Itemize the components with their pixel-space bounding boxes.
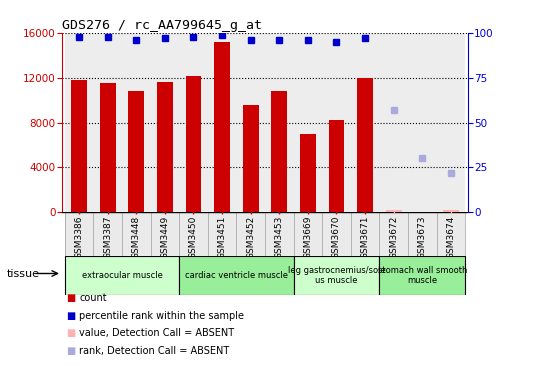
- Text: GSM3671: GSM3671: [360, 216, 370, 259]
- Bar: [379, 256, 465, 295]
- Text: GSM3673: GSM3673: [418, 216, 427, 259]
- Bar: [443, 210, 459, 212]
- Bar: [179, 212, 208, 258]
- Text: cardiac ventricle muscle: cardiac ventricle muscle: [185, 271, 288, 280]
- Bar: [65, 33, 93, 212]
- Text: ■: ■: [66, 311, 75, 321]
- Text: GSM3449: GSM3449: [160, 216, 169, 259]
- Text: GSM3672: GSM3672: [389, 216, 398, 259]
- Text: ■: ■: [66, 346, 75, 356]
- Text: ■: ■: [66, 293, 75, 303]
- Text: leg gastrocnemius/sole
us muscle: leg gastrocnemius/sole us muscle: [288, 266, 385, 285]
- Text: GSM3450: GSM3450: [189, 216, 198, 259]
- Bar: [208, 33, 236, 212]
- Bar: [243, 105, 259, 212]
- Bar: [300, 134, 316, 212]
- Text: percentile rank within the sample: percentile rank within the sample: [79, 311, 244, 321]
- Text: GSM3453: GSM3453: [275, 216, 284, 259]
- Bar: [265, 33, 294, 212]
- Bar: [379, 33, 408, 212]
- Bar: [122, 33, 151, 212]
- Text: GSM3452: GSM3452: [246, 216, 255, 259]
- Bar: [351, 33, 379, 212]
- Bar: [93, 33, 122, 212]
- Bar: [437, 33, 465, 212]
- Text: GSM3448: GSM3448: [132, 216, 141, 259]
- Text: rank, Detection Call = ABSENT: rank, Detection Call = ABSENT: [79, 346, 229, 356]
- Text: value, Detection Call = ABSENT: value, Detection Call = ABSENT: [79, 328, 234, 339]
- Bar: [236, 33, 265, 212]
- Bar: [386, 210, 401, 212]
- Text: GSM3670: GSM3670: [332, 216, 341, 259]
- Text: GSM3387: GSM3387: [103, 216, 112, 259]
- Bar: [179, 33, 208, 212]
- Bar: [294, 256, 379, 295]
- Bar: [351, 212, 379, 258]
- Text: GDS276 / rc_AA799645_g_at: GDS276 / rc_AA799645_g_at: [62, 19, 262, 32]
- Bar: [65, 212, 93, 258]
- Bar: [408, 212, 437, 258]
- Bar: [208, 212, 236, 258]
- Bar: [357, 78, 373, 212]
- Text: GSM3451: GSM3451: [217, 216, 226, 259]
- Text: GSM3674: GSM3674: [447, 216, 455, 259]
- Bar: [122, 212, 151, 258]
- Text: extraocular muscle: extraocular muscle: [81, 271, 162, 280]
- Text: GSM3669: GSM3669: [303, 216, 313, 259]
- Text: count: count: [79, 293, 107, 303]
- Bar: [186, 75, 201, 212]
- Text: GSM3386: GSM3386: [75, 216, 83, 259]
- Bar: [179, 256, 294, 295]
- Bar: [236, 212, 265, 258]
- Bar: [294, 33, 322, 212]
- Bar: [437, 212, 465, 258]
- Bar: [65, 256, 179, 295]
- Text: stomach wall smooth
muscle: stomach wall smooth muscle: [378, 266, 467, 285]
- Bar: [100, 83, 116, 212]
- Bar: [408, 33, 437, 212]
- Bar: [157, 82, 173, 212]
- Bar: [214, 42, 230, 212]
- Bar: [151, 33, 179, 212]
- Bar: [129, 91, 144, 212]
- Bar: [93, 212, 122, 258]
- Bar: [322, 33, 351, 212]
- Text: ■: ■: [66, 328, 75, 339]
- Bar: [71, 80, 87, 212]
- Bar: [294, 212, 322, 258]
- Bar: [151, 212, 179, 258]
- Text: tissue: tissue: [6, 269, 39, 279]
- Bar: [379, 212, 408, 258]
- Bar: [322, 212, 351, 258]
- Bar: [271, 91, 287, 212]
- Bar: [265, 212, 294, 258]
- Bar: [329, 120, 344, 212]
